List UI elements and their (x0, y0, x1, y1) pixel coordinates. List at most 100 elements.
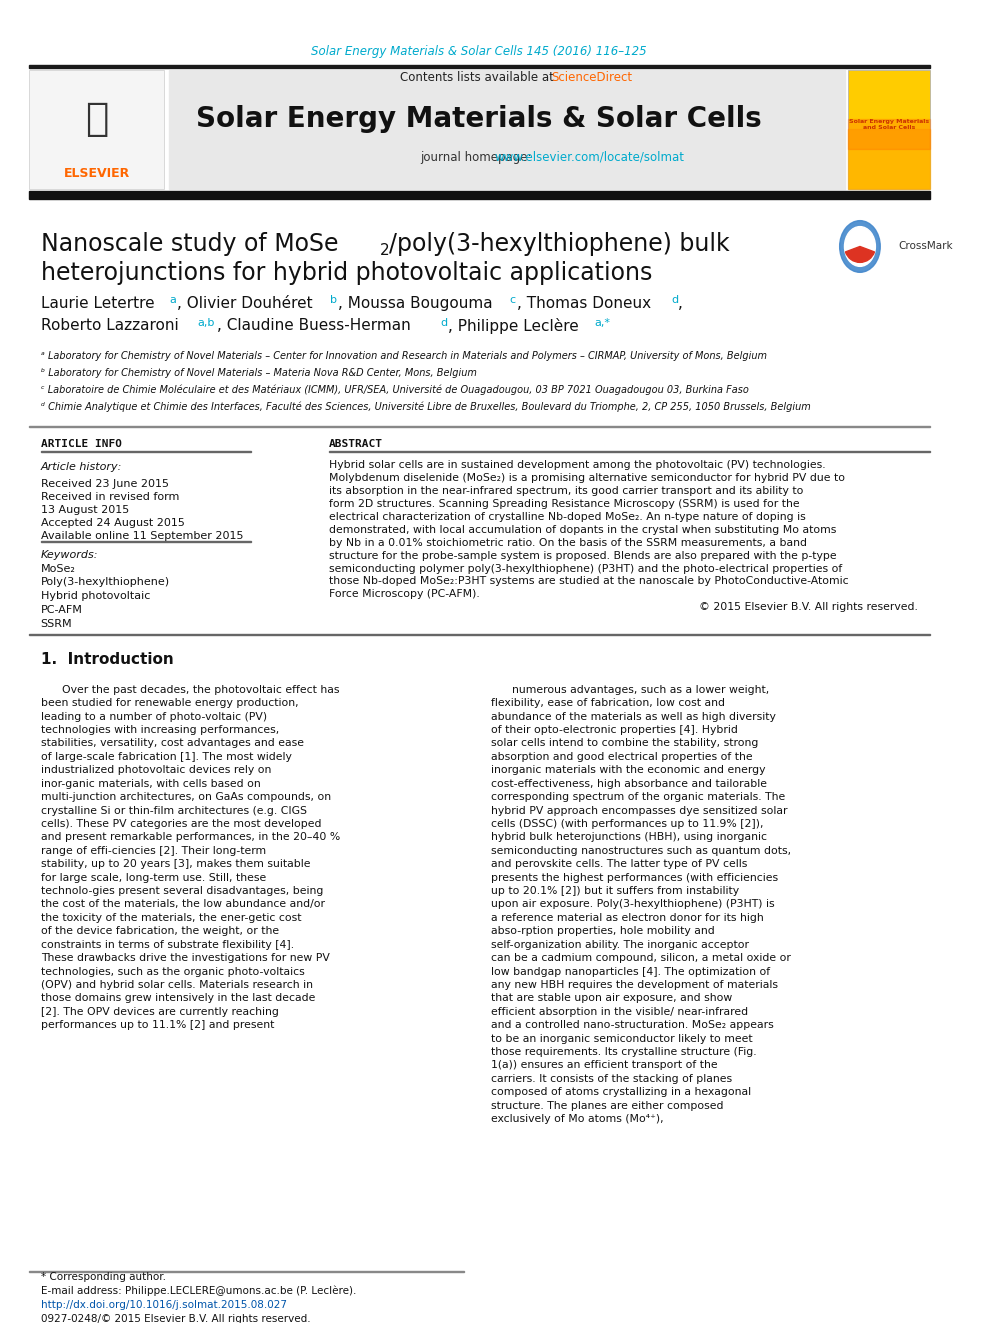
Text: that are stable upon air exposure, and show: that are stable upon air exposure, and s… (491, 994, 732, 1003)
Ellipse shape (844, 226, 875, 266)
Text: performances up to 11.1% [2] and present: performances up to 11.1% [2] and present (41, 1020, 274, 1031)
Text: Received in revised form: Received in revised form (41, 492, 179, 501)
Text: corresponding spectrum of the organic materials. The: corresponding spectrum of the organic ma… (491, 792, 785, 802)
Text: Accepted 24 August 2015: Accepted 24 August 2015 (41, 517, 185, 528)
Text: presents the highest performances (with efficiencies: presents the highest performances (with … (491, 873, 778, 882)
Text: crystalline Si or thin-film architectures (e.g. CIGS: crystalline Si or thin-film architecture… (41, 806, 307, 815)
Text: a,b: a,b (197, 318, 214, 328)
Text: those requirements. Its crystalline structure (Fig.: those requirements. Its crystalline stru… (491, 1046, 757, 1057)
Text: d: d (672, 295, 679, 306)
Text: , Moussa Bougouma: , Moussa Bougouma (338, 295, 498, 311)
Text: Laurie Letertre: Laurie Letertre (41, 295, 159, 311)
Bar (29, 191, 930, 198)
Text: a: a (169, 295, 176, 306)
Text: MoSe₂: MoSe₂ (41, 564, 75, 573)
Text: for large scale, long-term use. Still, these: for large scale, long-term use. Still, t… (41, 873, 266, 882)
Text: stability, up to 20 years [3], makes them suitable: stability, up to 20 years [3], makes the… (41, 859, 310, 869)
Text: ,: , (679, 295, 683, 311)
Text: 0927-0248/© 2015 Elsevier B.V. All rights reserved.: 0927-0248/© 2015 Elsevier B.V. All right… (41, 1314, 310, 1323)
Text: flexibility, ease of fabrication, low cost and: flexibility, ease of fabrication, low co… (491, 699, 725, 708)
Text: to be an inorganic semiconductor likely to meet: to be an inorganic semiconductor likely … (491, 1033, 753, 1044)
Text: Hybrid solar cells are in sustained development among the photovoltaic (PV) tech: Hybrid solar cells are in sustained deve… (328, 460, 825, 470)
Text: its absorption in the near-infrared spectrum, its good carrier transport and its: its absorption in the near-infrared spec… (328, 486, 803, 496)
Text: the toxicity of the materials, the ener-getic cost: the toxicity of the materials, the ener-… (41, 913, 302, 923)
Text: cells). These PV categories are the most developed: cells). These PV categories are the most… (41, 819, 321, 830)
Text: SSRM: SSRM (41, 619, 72, 630)
Text: E-mail address: Philippe.LECLERE@umons.ac.be (P. Leclère).: E-mail address: Philippe.LECLERE@umons.a… (41, 1286, 356, 1297)
Text: 2: 2 (380, 243, 389, 258)
Text: hybrid PV approach encompasses dye sensitized solar: hybrid PV approach encompasses dye sensi… (491, 806, 788, 815)
Text: structure for the probe-sample system is proposed. Blends are also prepared with: structure for the probe-sample system is… (328, 550, 836, 561)
Text: www.elsevier.com/locate/solmat: www.elsevier.com/locate/solmat (495, 151, 684, 164)
Ellipse shape (839, 221, 880, 273)
Text: ABSTRACT: ABSTRACT (328, 439, 383, 450)
Text: Molybdenum diselenide (MoSe₂) is a promising alternative semiconductor for hybri: Molybdenum diselenide (MoSe₂) is a promi… (328, 474, 844, 483)
Text: journal homepage:: journal homepage: (420, 151, 539, 164)
Text: composed of atoms crystallizing in a hexagonal: composed of atoms crystallizing in a hex… (491, 1088, 751, 1097)
Text: 1.  Introduction: 1. Introduction (41, 652, 174, 667)
Text: form 2D structures. Scanning Spreading Resistance Microscopy (SSRM) is used for : form 2D structures. Scanning Spreading R… (328, 499, 800, 509)
Text: , Philippe Leclère: , Philippe Leclère (448, 318, 584, 333)
Text: Solar Energy Materials & Solar Cells 145 (2016) 116–125: Solar Energy Materials & Solar Cells 145… (311, 45, 647, 58)
Text: demonstrated, with local accumulation of dopants in the crystal when substitutin: demonstrated, with local accumulation of… (328, 525, 836, 534)
Text: technologies with increasing performances,: technologies with increasing performance… (41, 725, 279, 736)
Text: cells (DSSC) (with performances up to 11.9% [2]),: cells (DSSC) (with performances up to 11… (491, 819, 764, 830)
Text: absorption and good electrical properties of the: absorption and good electrical propertie… (491, 751, 753, 762)
Text: of large-scale fabrication [1]. The most widely: of large-scale fabrication [1]. The most… (41, 751, 292, 762)
Text: © 2015 Elsevier B.V. All rights reserved.: © 2015 Elsevier B.V. All rights reserved… (699, 602, 918, 613)
Text: semiconducting polymer poly(3-hexylthiophene) (P3HT) and the photo-electrical pr: semiconducting polymer poly(3-hexylthiop… (328, 564, 842, 573)
Text: inor-ganic materials, with cells based on: inor-ganic materials, with cells based o… (41, 779, 260, 789)
Text: Keywords:: Keywords: (41, 549, 98, 560)
Text: range of effi-ciencies [2]. Their long-term: range of effi-ciencies [2]. Their long-t… (41, 845, 266, 856)
Text: , Claudine Buess-Herman: , Claudine Buess-Herman (217, 319, 416, 333)
Text: self-organization ability. The inorganic acceptor: self-organization ability. The inorganic… (491, 939, 749, 950)
Text: [2]. The OPV devices are currently reaching: [2]. The OPV devices are currently reach… (41, 1007, 279, 1017)
Text: ELSEVIER: ELSEVIER (63, 168, 130, 180)
Text: stabilities, versatility, cost advantages and ease: stabilities, versatility, cost advantage… (41, 738, 304, 749)
Text: electrical characterization of crystalline Nb-doped MoSe₂. An n-type nature of d: electrical characterization of crystalli… (328, 512, 806, 521)
Text: Article history:: Article history: (41, 462, 122, 472)
Text: the cost of the materials, the low abundance and/or: the cost of the materials, the low abund… (41, 900, 324, 909)
Text: low bandgap nanoparticles [4]. The optimization of: low bandgap nanoparticles [4]. The optim… (491, 967, 770, 976)
Text: ᵃ Laboratory for Chemistry of Novel Materials – Center for Innovation and Resear: ᵃ Laboratory for Chemistry of Novel Mate… (41, 351, 767, 361)
Text: technolo-gies present several disadvantages, being: technolo-gies present several disadvanta… (41, 886, 323, 896)
Text: 13 August 2015: 13 August 2015 (41, 505, 129, 515)
Text: can be a cadmium compound, silicon, a metal oxide or: can be a cadmium compound, silicon, a me… (491, 953, 791, 963)
Text: semiconducting nanostructures such as quantum dots,: semiconducting nanostructures such as qu… (491, 845, 791, 856)
Text: /poly(3-hexylthiophene) bulk: /poly(3-hexylthiophene) bulk (390, 232, 730, 255)
Text: exclusively of Mo atoms (Mo⁴⁺),: exclusively of Mo atoms (Mo⁴⁺), (491, 1114, 664, 1125)
Text: d: d (440, 318, 447, 328)
Text: a reference material as electron donor for its high: a reference material as electron donor f… (491, 913, 764, 923)
Text: efficient absorption in the visible/ near-infrared: efficient absorption in the visible/ nea… (491, 1007, 748, 1017)
Text: PC-AFM: PC-AFM (41, 605, 82, 615)
Text: c: c (509, 295, 515, 306)
Text: , Olivier Douhéret: , Olivier Douhéret (177, 295, 317, 311)
Text: , Thomas Doneux: , Thomas Doneux (517, 295, 656, 311)
Text: up to 20.1% [2]) but it suffers from instability: up to 20.1% [2]) but it suffers from ins… (491, 886, 739, 896)
Text: and a controlled nano-structuration. MoSe₂ appears: and a controlled nano-structuration. MoS… (491, 1020, 774, 1031)
Text: Over the past decades, the photovoltaic effect has: Over the past decades, the photovoltaic … (62, 685, 339, 695)
Text: those Nb-doped MoSe₂:P3HT systems are studied at the nanoscale by PhotoConductiv: those Nb-doped MoSe₂:P3HT systems are st… (328, 577, 848, 586)
Text: abundance of the materials as well as high diversity: abundance of the materials as well as hi… (491, 712, 776, 721)
Wedge shape (845, 246, 875, 262)
Text: industrialized photovoltaic devices rely on: industrialized photovoltaic devices rely… (41, 765, 271, 775)
Text: upon air exposure. Poly(3-hexylthiophene) (P3HT) is: upon air exposure. Poly(3-hexylthiophene… (491, 900, 775, 909)
Text: structure. The planes are either composed: structure. The planes are either compose… (491, 1101, 723, 1111)
Text: abso-rption properties, hole mobility and: abso-rption properties, hole mobility an… (491, 926, 714, 937)
Text: * Corresponding author.: * Corresponding author. (41, 1273, 166, 1282)
Bar (848, 70, 930, 189)
Text: cost-effectiveness, high absorbance and tailorable: cost-effectiveness, high absorbance and … (491, 779, 767, 789)
Text: numerous advantages, such as a lower weight,: numerous advantages, such as a lower wei… (512, 685, 770, 695)
Text: Solar Energy Materials
and Solar Cells: Solar Energy Materials and Solar Cells (849, 119, 929, 130)
Text: of their opto-electronic properties [4]. Hybrid: of their opto-electronic properties [4].… (491, 725, 738, 736)
Text: ScienceDirect: ScienceDirect (551, 71, 632, 85)
Text: 🌳: 🌳 (85, 101, 108, 139)
Text: ARTICLE INFO: ARTICLE INFO (41, 439, 122, 450)
Text: (OPV) and hybrid solar cells. Materials research in: (OPV) and hybrid solar cells. Materials … (41, 980, 312, 990)
Text: 1(a)) ensures an efficient transport of the: 1(a)) ensures an efficient transport of … (491, 1061, 717, 1070)
Text: a,*: a,* (594, 318, 610, 328)
Text: Contents lists available at: Contents lists available at (401, 71, 558, 85)
Text: http://dx.doi.org/10.1016/j.solmat.2015.08.027: http://dx.doi.org/10.1016/j.solmat.2015.… (41, 1301, 287, 1310)
Text: been studied for renewable energy production,: been studied for renewable energy produc… (41, 699, 299, 708)
Text: hybrid bulk heterojunctions (HBH), using inorganic: hybrid bulk heterojunctions (HBH), using… (491, 832, 767, 843)
